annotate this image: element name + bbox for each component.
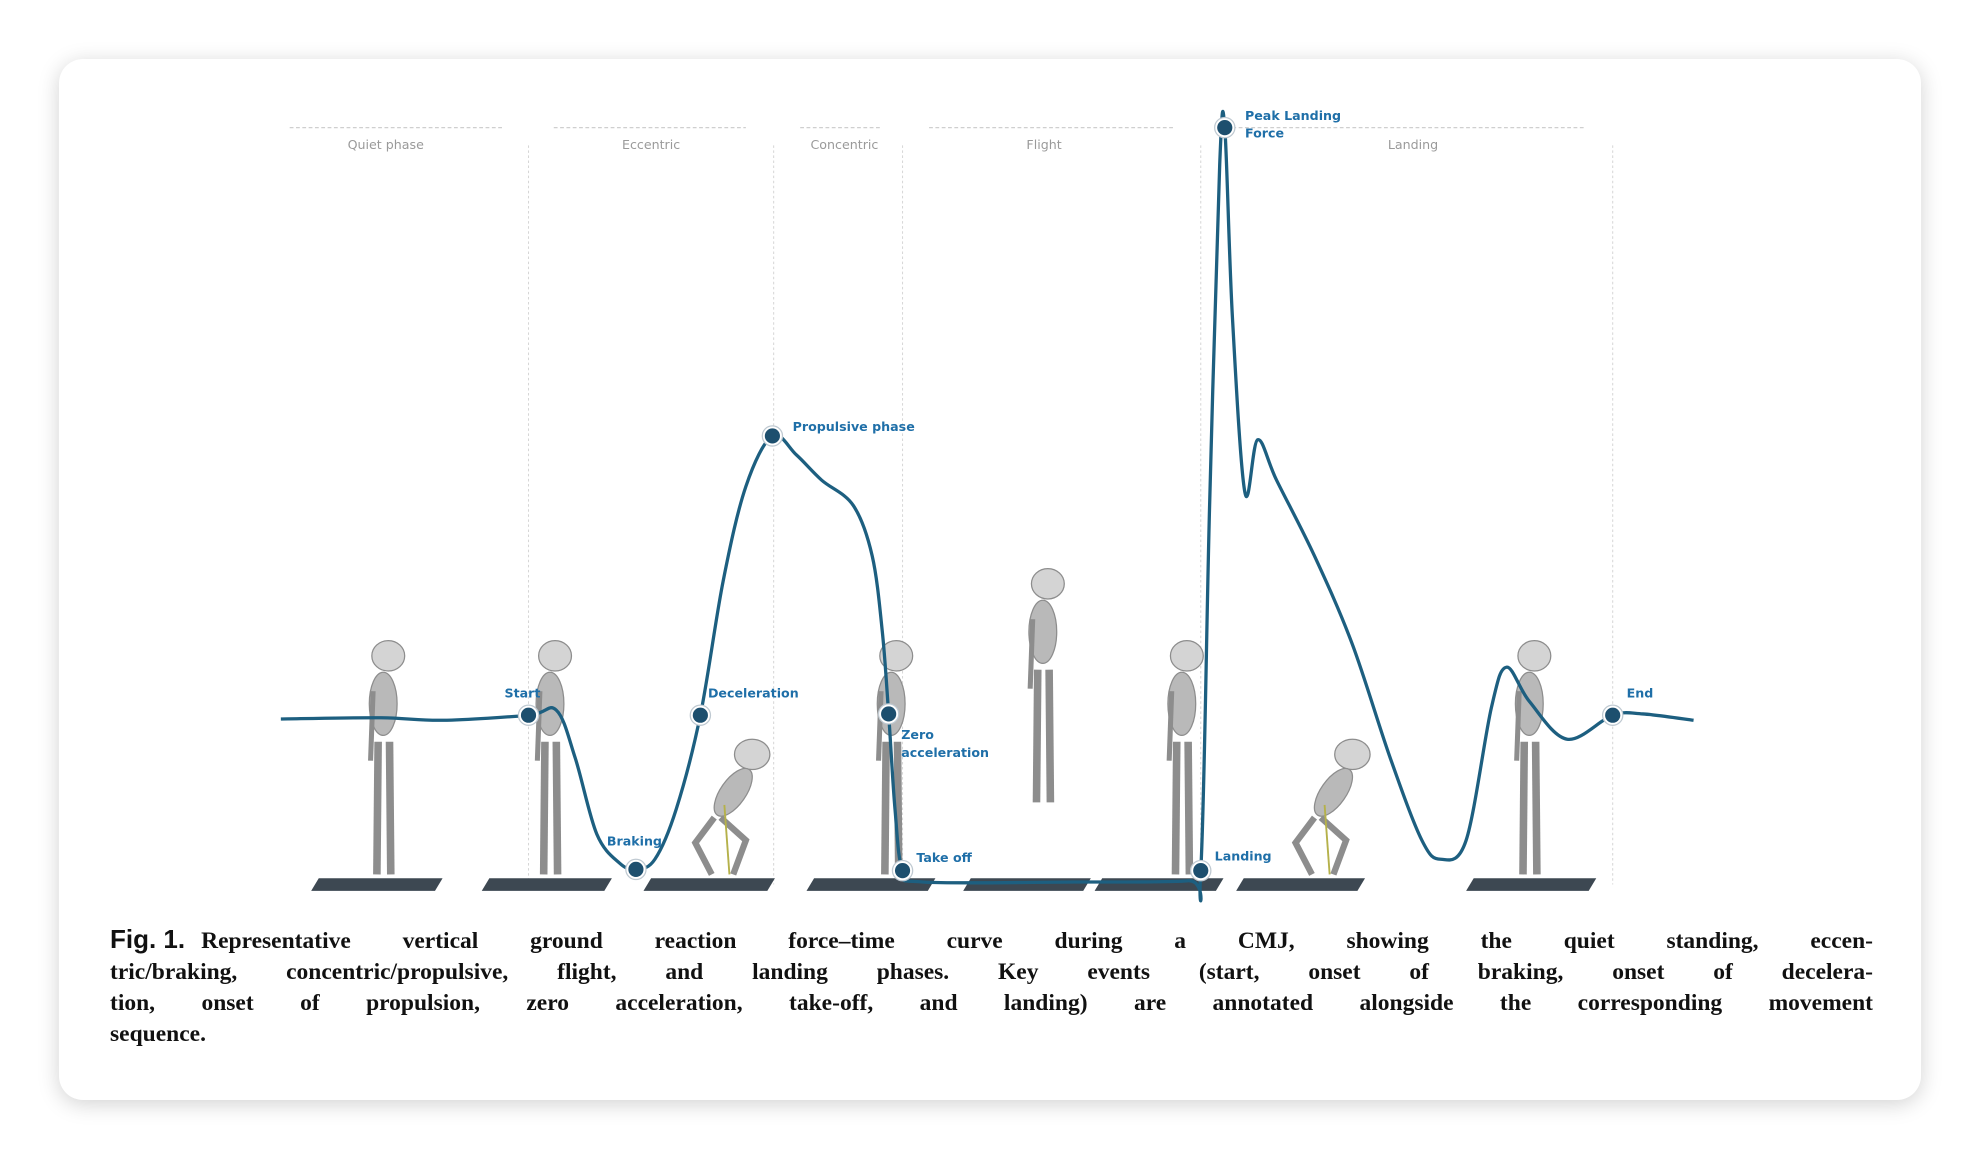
skull [371,640,406,672]
event-label: End [1627,686,1654,701]
caption-first-line: Fig. 1. Representative vertical ground r… [110,924,1873,957]
skeleton [1291,738,1371,876]
muscle [723,804,731,875]
phase-label: Eccentric [622,137,680,152]
skeleton [1027,567,1065,803]
legs [1291,815,1318,876]
torso [1028,599,1058,665]
torso [713,767,753,817]
arm [1027,619,1036,689]
phase-label: Flight [1026,137,1061,152]
skull [1334,738,1371,771]
event-label: acceleration [901,745,989,760]
legs [1318,815,1350,876]
caption-line: tion, onset of propulsion, zero accelera… [110,990,1873,1016]
event-label: Force [1245,126,1284,141]
phase-label: Quiet phase [348,137,425,152]
phase-label: Concentric [810,137,878,152]
legs [691,815,717,876]
caption-line: Representative vertical ground reaction … [201,928,1873,954]
torso [1313,767,1354,817]
skull [733,738,771,771]
event-label: Landing [1215,849,1272,864]
skeleton [1166,640,1204,875]
caption-line: sequence. [110,1021,206,1047]
leg [1531,741,1541,875]
event-marker [520,707,537,723]
platform [1236,878,1366,891]
leg [385,741,395,875]
event-marker [881,706,897,722]
torso [1167,671,1197,737]
force-curve [280,109,1694,903]
skull [879,640,914,672]
skull [537,640,573,672]
leg [1519,741,1529,875]
event-label: Peak Landing [1245,108,1341,123]
caption-line: tric/braking, concentric/propulsive, fli… [110,959,1873,985]
arm [876,691,884,761]
leg [1171,741,1181,875]
platform [963,878,1091,891]
event-label: Start [505,686,541,701]
leg [552,741,562,875]
leg [539,741,549,875]
skeleton [1514,640,1552,875]
event-marker [1217,120,1233,136]
event-marker [628,861,644,877]
leg [1184,741,1194,875]
event-label: Deceleration [708,686,799,701]
event-marker [894,863,911,879]
arm [534,691,543,761]
torso [535,671,565,737]
skull [1169,640,1204,672]
caption: Fig. 1. Representative vertical ground r… [110,924,1873,1050]
arm [368,691,376,761]
leg [881,741,890,875]
arm [1166,691,1175,761]
platform [1466,878,1597,891]
skeleton [876,640,914,875]
event-label: Zero [901,727,934,742]
skull [1030,567,1065,600]
skeleton [534,640,573,875]
event-marker [764,428,780,444]
leg [1045,669,1055,803]
figure-card [59,59,1921,1100]
caption-label: Fig. 1. [110,924,186,954]
skeleton [368,640,406,875]
phase-label: Landing [1388,137,1438,152]
platform [311,878,443,891]
event-marker [1605,707,1621,723]
event-label: Braking [607,833,662,848]
arm [1514,691,1522,761]
leg [373,741,382,875]
legs [718,815,750,876]
event-marker [1193,863,1209,879]
event-marker [692,707,708,723]
skull [1517,640,1552,672]
muscle [1323,804,1331,875]
platform [481,878,612,891]
event-label: Propulsive phase [793,419,915,434]
event-label: Take off [916,850,972,865]
leg [1032,669,1042,803]
skeleton [691,738,771,876]
platform [643,878,775,891]
